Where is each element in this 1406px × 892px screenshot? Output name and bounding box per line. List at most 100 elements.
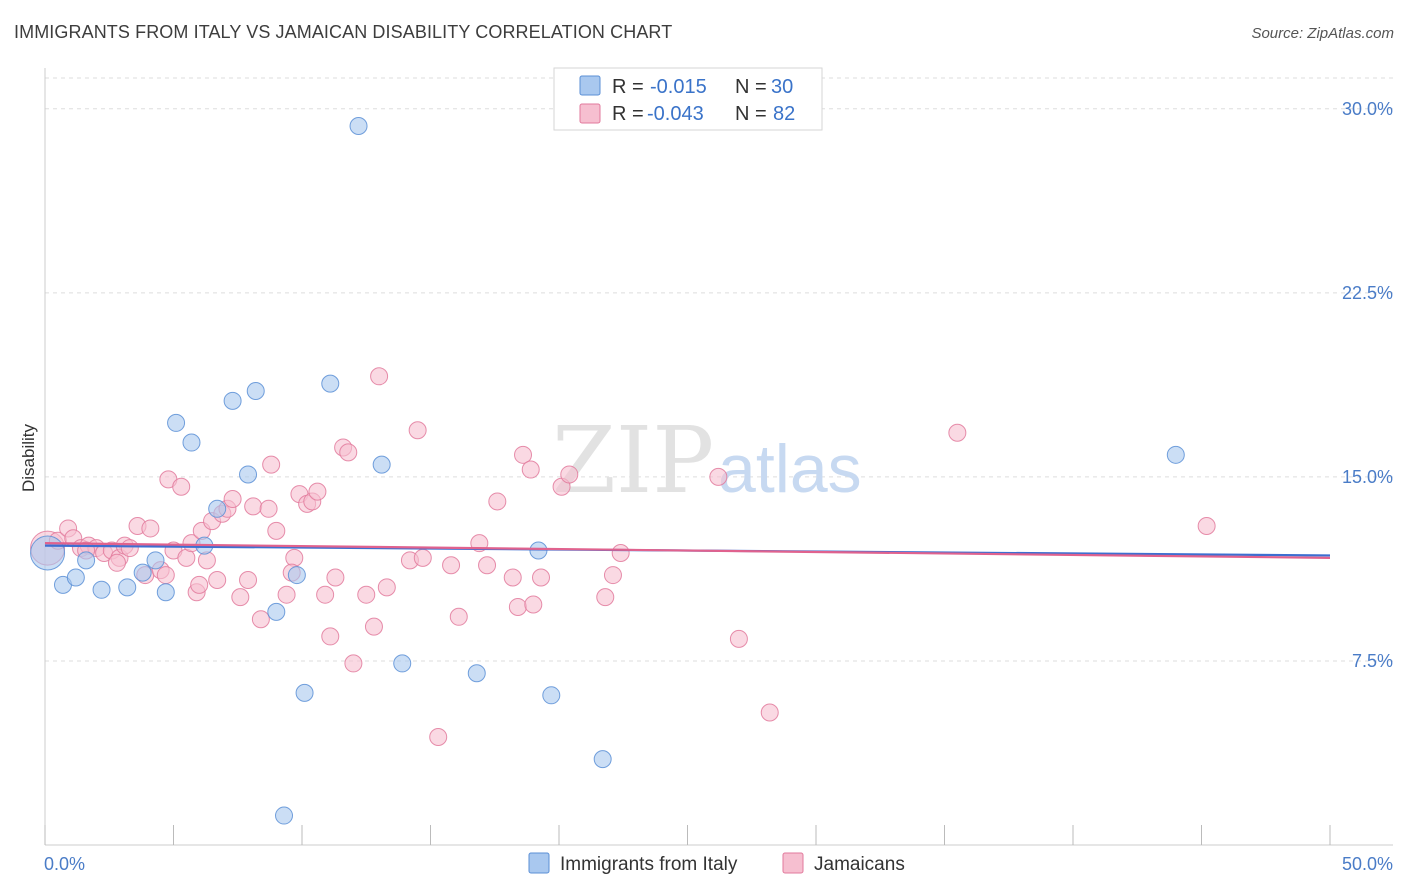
point-italy-9 — [167, 413, 186, 432]
point-jamaicans-76 — [948, 423, 967, 442]
point-jamaicans-63 — [508, 597, 527, 616]
y-tick-label-3: 30.0% — [1342, 99, 1393, 119]
y-tick-label-0: 7.5% — [1352, 651, 1393, 671]
data-points — [30, 116, 1216, 825]
point-jamaicans-43 — [316, 585, 335, 604]
point-italy-17 — [275, 806, 294, 825]
point-italy-23 — [393, 654, 412, 673]
point-italy-12 — [208, 499, 227, 518]
legend-r-label-jamaicans: R = — [612, 103, 644, 125]
point-jamaicans-47 — [339, 443, 358, 462]
point-jamaicans-60 — [478, 556, 497, 575]
axes — [44, 68, 1393, 846]
point-italy-13 — [223, 391, 242, 410]
point-jamaicans-67 — [532, 568, 551, 587]
point-jamaicans-69 — [560, 465, 579, 484]
series-legend-label-jamaicans: Jamaicans — [814, 854, 905, 875]
y-tick-label-2: 22.5% — [1342, 283, 1393, 303]
point-jamaicans-32 — [244, 497, 263, 516]
point-jamaicans-72 — [611, 543, 630, 562]
point-italy-24 — [467, 664, 486, 683]
point-italy-3 — [77, 551, 96, 570]
legend-n-value-jamaicans: 82 — [773, 103, 795, 125]
series-legend-label-italy: Immigrants from Italy — [560, 854, 738, 875]
legend-r-value-jamaicans: -0.043 — [647, 103, 704, 125]
point-italy-21 — [349, 116, 368, 135]
point-jamaicans-52 — [377, 578, 396, 597]
watermark: ZIP atlas — [552, 407, 862, 514]
point-jamaicans-75 — [760, 703, 779, 722]
point-jamaicans-74 — [729, 629, 748, 648]
point-jamaicans-44 — [321, 627, 340, 646]
point-jamaicans-50 — [364, 617, 383, 636]
y-tick-labels: 7.5% 15.0% 22.5% 30.0% — [1342, 99, 1393, 671]
point-jamaicans-64 — [514, 445, 533, 464]
point-jamaicans-35 — [262, 455, 281, 474]
point-jamaicans-30 — [231, 588, 250, 607]
chart-title: IMMIGRANTS FROM ITALY VS JAMAICAN DISABI… — [14, 22, 673, 42]
point-jamaicans-11 — [120, 539, 139, 558]
point-jamaicans-58 — [449, 607, 468, 626]
point-italy-6 — [133, 563, 152, 582]
point-jamaicans-19 — [172, 477, 191, 496]
point-italy-27 — [593, 750, 612, 769]
legend-n-value-italy: 30 — [771, 76, 793, 98]
point-jamaicans-24 — [197, 551, 216, 570]
point-italy-5 — [118, 578, 137, 597]
point-italy-7 — [146, 551, 165, 570]
watermark-zip: ZIP — [552, 407, 714, 514]
legend-r-value-italy: -0.015 — [650, 76, 707, 98]
point-jamaicans-70 — [596, 588, 615, 607]
point-jamaicans-48 — [344, 654, 363, 673]
point-italy-10 — [182, 433, 201, 452]
point-italy-22 — [372, 455, 391, 474]
legend-swatch-jamaicans — [579, 103, 601, 124]
x-tick-label-1: 50.0% — [1342, 854, 1393, 874]
point-jamaicans-65 — [521, 460, 540, 479]
point-jamaicans-51 — [370, 367, 389, 386]
point-jamaicans-49 — [357, 585, 376, 604]
point-jamaicans-77 — [1197, 516, 1216, 535]
point-italy-20 — [321, 374, 340, 393]
point-jamaicans-34 — [259, 499, 278, 518]
point-jamaicans-66 — [524, 595, 543, 614]
point-jamaicans-56 — [429, 728, 448, 747]
point-jamaicans-45 — [326, 568, 345, 587]
trend-line-jamaicans — [44, 542, 1331, 559]
point-italy-16 — [267, 602, 286, 621]
series-legend: Immigrants from Italy Jamaicans — [528, 852, 905, 875]
point-italy-8 — [156, 583, 175, 602]
point-italy-15 — [246, 382, 265, 401]
point-jamaicans-54 — [408, 421, 427, 440]
point-jamaicans-71 — [603, 566, 622, 585]
point-italy-4 — [92, 580, 111, 599]
x-tick-labels: 0.0% 50.0% — [44, 854, 1393, 874]
watermark-atlas: atlas — [718, 431, 862, 507]
point-jamaicans-36 — [267, 521, 286, 540]
point-jamaicans-42 — [308, 482, 327, 501]
point-jamaicans-55 — [413, 548, 432, 567]
point-italy-0 — [30, 535, 66, 571]
point-jamaicans-31 — [239, 570, 258, 589]
y-axis-label: Disability — [19, 423, 38, 492]
point-jamaicans-79 — [107, 553, 126, 572]
point-jamaicans-62 — [503, 568, 522, 587]
point-jamaicans-61 — [488, 492, 507, 511]
point-jamaicans-26 — [208, 570, 227, 589]
y-tick-label-1: 15.0% — [1342, 467, 1393, 487]
point-italy-18 — [287, 566, 306, 585]
point-jamaicans-38 — [285, 548, 304, 567]
source-label: Source: ZipAtlas.com — [1251, 25, 1394, 42]
point-italy-2 — [66, 568, 85, 587]
series-legend-swatch-jamaicans — [782, 852, 804, 874]
point-jamaicans-73 — [709, 467, 728, 486]
point-jamaicans-14 — [141, 519, 160, 538]
point-italy-19 — [295, 683, 314, 702]
point-jamaicans-33 — [251, 610, 270, 629]
point-jamaicans-16 — [156, 566, 175, 585]
legend-n-label-italy: N = — [735, 76, 767, 98]
legend-n-label-jamaicans: N = — [735, 103, 767, 125]
point-jamaicans-80 — [190, 575, 209, 594]
trend-lines — [44, 542, 1331, 559]
point-jamaicans-29 — [223, 489, 242, 508]
